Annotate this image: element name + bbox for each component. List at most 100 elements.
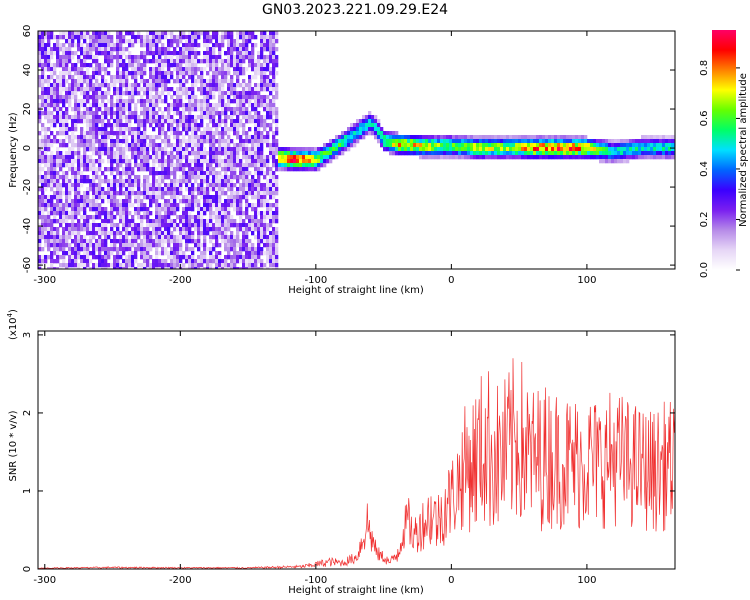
spectrogram-cell [302,147,306,152]
spectrogram-cell [62,159,66,164]
spectrogram-cell [182,127,186,132]
spectrogram-x-ticks: -300 -200 -100 0 100 [33,31,596,286]
spectrogram-cell [500,139,504,144]
spectrogram-cell [83,203,87,208]
spectrogram-cell [230,219,234,224]
spectrogram-cell [584,155,588,160]
spectrogram-cell [59,239,63,244]
spectrogram-cell [437,135,441,140]
spectrogram-cell [104,83,108,88]
spectrogram-cell [251,183,255,188]
spectrogram-cell [104,131,108,136]
spectrogram-cell [155,183,159,188]
spectrogram-cell [245,91,249,96]
spectrogram-cell [158,135,162,140]
spectrogram-cell [254,251,258,256]
spectrogram-cell [116,135,120,140]
spectrogram-cell [113,119,117,124]
spectrogram-cell [245,227,249,232]
spectrogram-cell [146,147,150,152]
spectrogram-cell [209,255,213,260]
spectrogram-cell [170,119,174,124]
spectrogram-cell [203,83,207,88]
spectrogram-cell [458,139,462,144]
spectrogram-cell [245,143,249,148]
spectrogram-cell [446,155,450,160]
spectrogram-cell [176,183,180,188]
spectrogram-cell [236,43,240,48]
spectrogram-cell [71,159,75,164]
spectrogram-cell [254,71,258,76]
spectrogram-cell [221,83,225,88]
spectrogram-cell [182,75,186,80]
spectrogram-cell [242,151,246,156]
spectrogram-cell [215,103,219,108]
spectrogram-cell [140,243,144,248]
spectrogram-cell [218,259,222,264]
spectrogram-cell [110,139,114,144]
spectrogram-cell [179,155,183,160]
spectrogram-cell [158,211,162,216]
spectrogram-cell [245,255,249,260]
spectrogram-cell [101,131,105,136]
spectrogram-cell [137,231,141,236]
spectrogram-cell [191,207,195,212]
spectrogram-cell [101,195,105,200]
spectrogram-cell [203,179,207,184]
spectrogram-cell [137,127,141,132]
spectrogram-cell [68,31,72,36]
spectrogram-cell [104,123,108,128]
spectrogram-cell [146,83,150,88]
spectrogram-cell [188,95,192,100]
spectrogram-cell [104,59,108,64]
spectrogram-cell [647,151,651,156]
spectrogram-cell [209,199,213,204]
spectrogram-cell [239,111,243,116]
spectrogram-cell [131,35,135,40]
spectrogram-cell [68,139,72,144]
spectrogram-cell [143,163,147,168]
spectrogram-cell [191,159,195,164]
spectrogram-cell [239,243,243,248]
spectrogram-cell [422,135,426,140]
spectrogram-cell [176,95,180,100]
spectrogram-cell [263,95,267,100]
spectrogram-cell [239,135,243,140]
spectrogram-cell [275,263,279,268]
spectrogram-cell [158,219,162,224]
spectrogram-cell [638,139,642,144]
spectrogram-cell [137,59,141,64]
spectrogram-cell [260,263,264,268]
spectrogram-cell [149,147,153,152]
spectrogram-cell [227,107,231,112]
spectrogram-cell [215,259,219,264]
spectrogram-cell [251,107,255,112]
spectrogram-cell [158,171,162,176]
spectrogram-cell [251,155,255,160]
spectrogram-cell [44,79,48,84]
spectrogram-cell [86,247,90,252]
spectrogram-cell [92,231,96,236]
spectrogram-cell [110,79,114,84]
spectrogram-cell [152,79,156,84]
spectrogram-cell [119,211,123,216]
spectrogram-cell [275,63,279,68]
spectrogram-cell [254,179,258,184]
spectrogram-cell [626,139,630,144]
spectrogram-cell [113,103,117,108]
spectrogram-cell [38,63,42,68]
spectrogram-cell [134,251,138,256]
spectrogram-cell [107,187,111,192]
spectrogram-cell [572,139,576,144]
spectrogram-cell [476,139,480,144]
spectrogram-cell [236,135,240,140]
spectrogram-cell [176,255,180,260]
spectrogram-cell [266,95,270,100]
spectrogram-cell [74,171,78,176]
spectrogram-cell [494,147,498,152]
spectrogram-cell [218,103,222,108]
spectrogram-cell [170,107,174,112]
spectrogram-cell [185,151,189,156]
spectrogram-cell [128,55,132,60]
spectrogram-cell [182,163,186,168]
